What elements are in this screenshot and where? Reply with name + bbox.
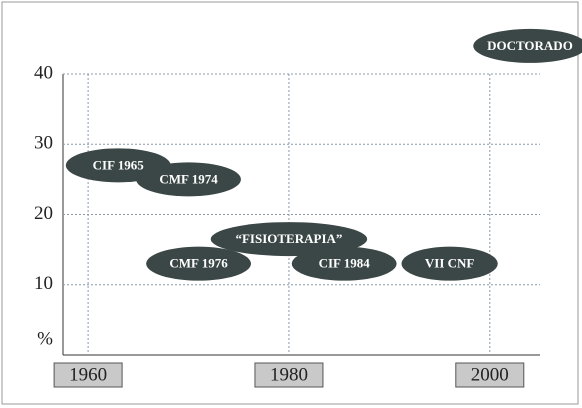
x-tick-label: 1960 — [69, 364, 107, 385]
point-label: “FISIOTERAPIA” — [235, 231, 342, 246]
point-label: CMF 1976 — [169, 256, 228, 271]
x-tick-label: 1980 — [270, 364, 308, 385]
y-tick-label: 30 — [34, 133, 53, 154]
point-label: DOCTORADO — [487, 38, 573, 53]
x-tick-box — [254, 362, 324, 388]
point — [146, 246, 251, 281]
x-tick-label: 2000 — [471, 364, 509, 385]
x-tick-box — [53, 362, 123, 388]
point-label: CMF 1974 — [159, 171, 218, 186]
point-label: VII CNF — [425, 256, 475, 271]
y-tick-label: 40 — [34, 62, 53, 83]
point-label: CIF 1965 — [93, 157, 145, 172]
point-label: CIF 1984 — [319, 256, 371, 271]
point — [136, 162, 241, 197]
y-axis-label: % — [37, 328, 53, 349]
y-tick-label: 10 — [34, 273, 53, 294]
y-tick-label: 20 — [34, 203, 53, 224]
point — [291, 246, 397, 281]
point — [473, 28, 582, 63]
x-tick-box — [455, 362, 525, 388]
point — [401, 246, 498, 281]
